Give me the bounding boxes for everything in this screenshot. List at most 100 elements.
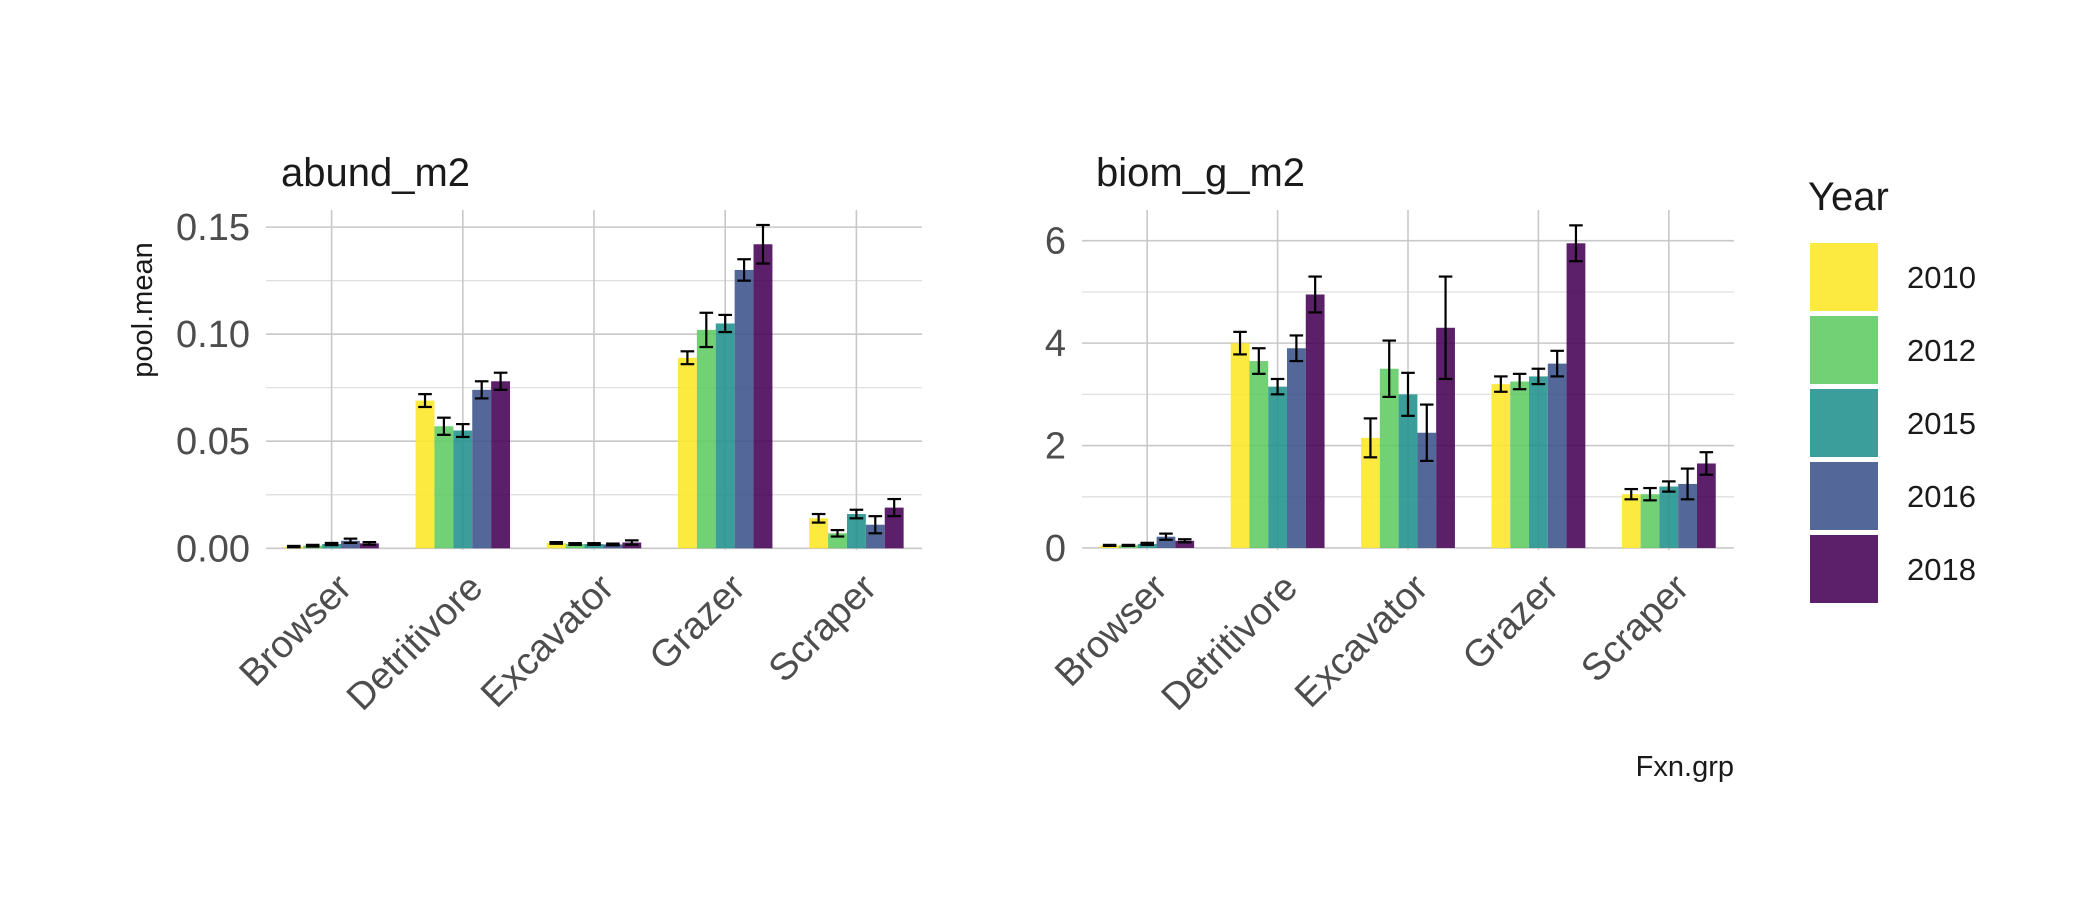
- y-axis-label: pool.mean: [127, 242, 159, 377]
- error-bar-browser-2016: [343, 537, 358, 545]
- error-bar-excavator-2015: [587, 542, 601, 546]
- error-bar-detritivore-2016: [1289, 334, 1304, 363]
- error-bar-detritivore-2010: [418, 393, 432, 409]
- legend-label: 2015: [1907, 406, 1976, 441]
- error-bar-browser-2018: [1177, 538, 1192, 544]
- error-bar-browser-2012: [1121, 543, 1136, 548]
- error-bar-scraper-2010: [1624, 487, 1639, 501]
- bar-grazer-2010: [677, 357, 697, 549]
- bar-detritivore-2015: [1268, 386, 1287, 548]
- error-bar-scraper-2012: [1643, 486, 1657, 502]
- error-bar-excavator-2015: [1401, 371, 1415, 417]
- error-bar-excavator-2018: [624, 539, 639, 546]
- error-bar-excavator-2010: [549, 540, 564, 545]
- bar-scraper-2018: [1696, 463, 1716, 548]
- legend-item-2012: 2012: [1810, 316, 1976, 384]
- bar-excavator-2015: [1398, 394, 1418, 548]
- bar-browser-2016: [341, 540, 360, 549]
- y-tick-label: 2: [1045, 426, 1066, 468]
- x-tick-label-detritivore: Detritivore: [339, 567, 491, 719]
- error-bar-grazer-2010: [1494, 375, 1508, 393]
- panel-title: biom_g_m2: [1096, 151, 1305, 195]
- legend-label: 2010: [1907, 260, 1976, 295]
- error-bar-excavator-2016: [1420, 403, 1434, 463]
- error-bar-grazer-2015: [718, 313, 733, 334]
- y-tick-label: 0.15: [176, 207, 250, 249]
- error-bar-detritivore-2018: [1308, 275, 1322, 314]
- bar-detritivore-2015: [453, 430, 473, 549]
- legend-swatch: [1810, 243, 1878, 311]
- bar-detritivore-2018: [491, 381, 511, 549]
- bar-scraper-2015: [846, 514, 866, 549]
- panel-1: 0.00 0.05 0.10 0.15 BrowserDetritivoreExcava…: [176, 151, 922, 719]
- x-tick-label-scraper: Scraper: [1573, 566, 1697, 690]
- error-bar-browser-2012: [305, 543, 320, 548]
- bar-scraper-2010: [1621, 494, 1641, 548]
- bar-detritivore-2012: [1249, 361, 1269, 548]
- x-tick-label-browser: Browser: [1047, 566, 1175, 694]
- error-bar-grazer-2012: [699, 311, 714, 349]
- bar-browser-2018: [1175, 540, 1195, 548]
- error-bar-browser-2016: [1159, 532, 1173, 541]
- x-tick-label-excavator: Excavator: [1287, 566, 1436, 715]
- bar-browser-2018: [359, 543, 379, 549]
- bar-browser-2016: [1156, 536, 1176, 548]
- error-bar-detritivore-2012: [1252, 347, 1266, 375]
- x-tick-label-grazer: Grazer: [1455, 566, 1567, 678]
- bar-grazer-2018: [753, 244, 773, 549]
- error-bar-browser-2018: [362, 540, 377, 546]
- bar-grazer-2018: [1566, 243, 1586, 548]
- error-bar-grazer-2015: [1531, 367, 1546, 386]
- bar-scraper-2012: [1640, 494, 1660, 548]
- panels-layer: 0.000.050.100.15BrowserDetritivoreExcava…: [176, 151, 1734, 719]
- y-tick-label: 0.00: [176, 528, 250, 570]
- bar-detritivore-2018: [1305, 294, 1325, 548]
- error-bar-scraper-2012: [830, 528, 845, 538]
- bar-detritivore-2010: [415, 400, 435, 549]
- bar-scraper-2016: [865, 524, 885, 549]
- error-bar-scraper-2015: [849, 508, 864, 520]
- y-tick-label: 4: [1045, 323, 1066, 365]
- bar-grazer-2012: [696, 329, 716, 549]
- legend-swatch: [1810, 389, 1878, 457]
- y-tick-label: 0.05: [176, 421, 250, 463]
- x-tick-label-scraper: Scraper: [761, 566, 885, 690]
- x-tick-label-detritivore: Detritivore: [1154, 567, 1306, 719]
- legend-label: 2018: [1907, 552, 1976, 587]
- error-bar-scraper-2018: [1699, 451, 1714, 476]
- error-bar-browser-2015: [324, 541, 339, 547]
- x-tick-label-browser: Browser: [232, 566, 360, 694]
- y-tick-label: 6: [1045, 221, 1066, 263]
- legend-item-2015: 2015: [1810, 389, 1976, 457]
- legend-item-2018: 2018: [1810, 535, 1976, 603]
- bar-detritivore-2012: [434, 426, 454, 549]
- y-tick-label: 0.10: [176, 314, 250, 356]
- error-bar-scraper-2015: [1662, 480, 1676, 493]
- legend-swatch: [1810, 462, 1878, 530]
- error-bar-excavator-2012: [568, 542, 582, 546]
- error-bar-detritivore-2015: [455, 423, 470, 439]
- error-bar-grazer-2016: [1550, 349, 1564, 378]
- error-bar-detritivore-2016: [474, 380, 489, 400]
- error-bar-browser-2010: [287, 544, 301, 549]
- error-bar-detritivore-2010: [1233, 330, 1247, 356]
- bar-detritivore-2010: [1230, 343, 1250, 548]
- legend-swatch: [1810, 535, 1878, 603]
- bar-excavator-2012: [1379, 368, 1399, 548]
- legend: 2010 2012 2015 2016 2018: [1810, 243, 1976, 603]
- bar-scraper-2015: [1659, 486, 1679, 548]
- bar-grazer-2010: [1491, 384, 1511, 548]
- bar-grazer-2015: [715, 323, 735, 549]
- bar-grazer-2016: [1547, 363, 1567, 548]
- error-bar-scraper-2016: [1680, 467, 1695, 501]
- error-bar-scraper-2016: [868, 515, 883, 535]
- error-bar-browser-2010: [1102, 543, 1117, 548]
- x-tick-label-excavator: Excavator: [473, 566, 622, 715]
- legend-swatch: [1810, 316, 1878, 384]
- error-bar-detritivore-2018: [493, 371, 508, 391]
- error-bar-detritivore-2015: [1270, 377, 1285, 396]
- bar-detritivore-2016: [1286, 348, 1306, 548]
- error-bar-excavator-2018: [1438, 275, 1453, 381]
